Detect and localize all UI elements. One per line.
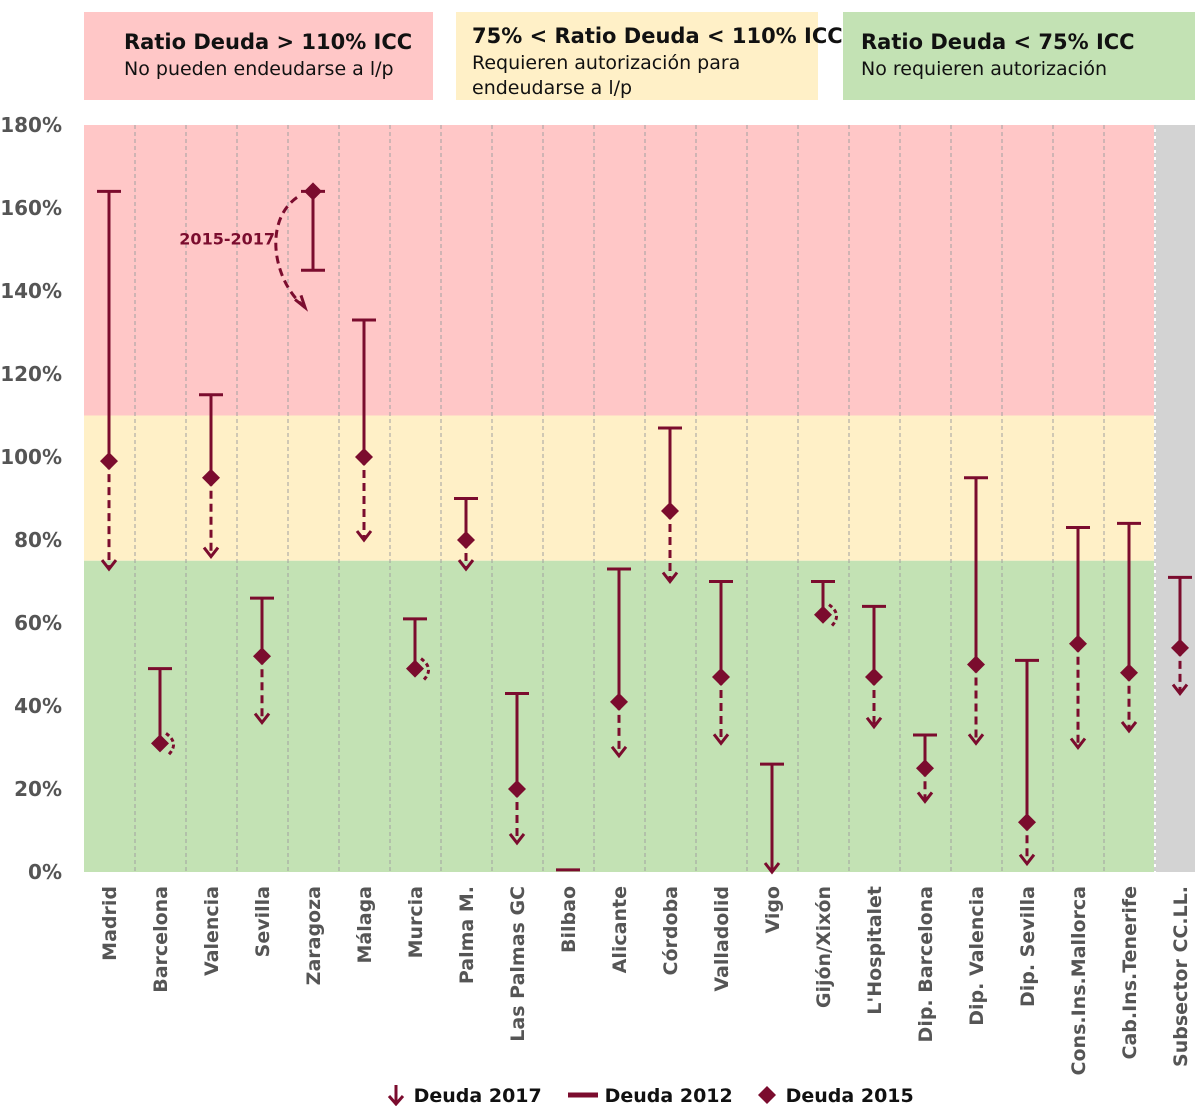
legend-deuda-2017: Deuda 2017 — [385, 1084, 542, 1107]
category-label: Sevilla — [252, 886, 274, 957]
category-label: Cons.Ins.Mallorca — [1068, 886, 1090, 1075]
legend-label-2017: Deuda 2017 — [414, 1085, 542, 1107]
category-label: Valladolid — [711, 886, 733, 992]
category-label: Dip. Valencia — [966, 886, 988, 1026]
debt-ratio-chart: 0% 20% 40% 60% 80% 100% 120% 140% 160% 180% Madrid… — [0, 0, 1195, 1080]
y-tick-label: 100% — [0, 445, 62, 469]
category-label: Palma M. — [456, 886, 478, 984]
category-label: Bilbao — [558, 886, 580, 953]
category-label: Las Palmas GC — [507, 886, 529, 1042]
category-label: Alicante — [609, 886, 631, 973]
category-label: Barcelona — [150, 886, 172, 993]
y-tick-label: 60% — [14, 611, 62, 635]
legend-deuda-2015: Deuda 2015 — [755, 1084, 914, 1107]
diamond-marker-icon — [755, 1084, 779, 1106]
y-tick-label: 0% — [28, 860, 62, 884]
y-tick-label: 120% — [0, 362, 62, 386]
category-label: Córdoba — [660, 886, 682, 975]
annotation-label: 2015-2017 — [179, 229, 275, 248]
y-tick-label: 40% — [14, 694, 62, 718]
y-tick-label: 80% — [14, 528, 62, 552]
zone-red-band — [84, 125, 1154, 416]
category-label: Zaragoza — [303, 886, 325, 985]
category-label: Gijón/Xixón — [813, 886, 835, 1008]
category-label: Dip. Barcelona — [915, 886, 937, 1042]
y-tick-label: 140% — [0, 279, 62, 303]
category-label: L'Hospitalet — [864, 886, 886, 1015]
category-label: Cab.Ins.Tenerife — [1119, 886, 1141, 1059]
category-label: Dip. Sevilla — [1017, 886, 1039, 1007]
subsector-band — [1156, 125, 1195, 872]
y-tick-label: 160% — [0, 196, 62, 220]
y-tick-label: 180% — [0, 113, 62, 137]
y-tick-label: 20% — [14, 777, 62, 801]
category-label: Subsector CC.LL. — [1170, 886, 1192, 1067]
legend-deuda-2012: Deuda 2012 — [568, 1084, 733, 1107]
bar-marker-icon — [568, 1084, 598, 1106]
category-label: Madrid — [99, 886, 121, 961]
arrow-down-icon — [385, 1084, 407, 1106]
zone-yellow-band — [84, 416, 1154, 561]
category-label: Málaga — [354, 886, 376, 963]
category-label: Valencia — [201, 886, 223, 976]
category-label: Murcia — [405, 886, 427, 958]
category-label: Vigo — [762, 886, 784, 934]
legend-label-2012: Deuda 2012 — [605, 1085, 733, 1107]
legend-label-2015: Deuda 2015 — [786, 1085, 914, 1107]
